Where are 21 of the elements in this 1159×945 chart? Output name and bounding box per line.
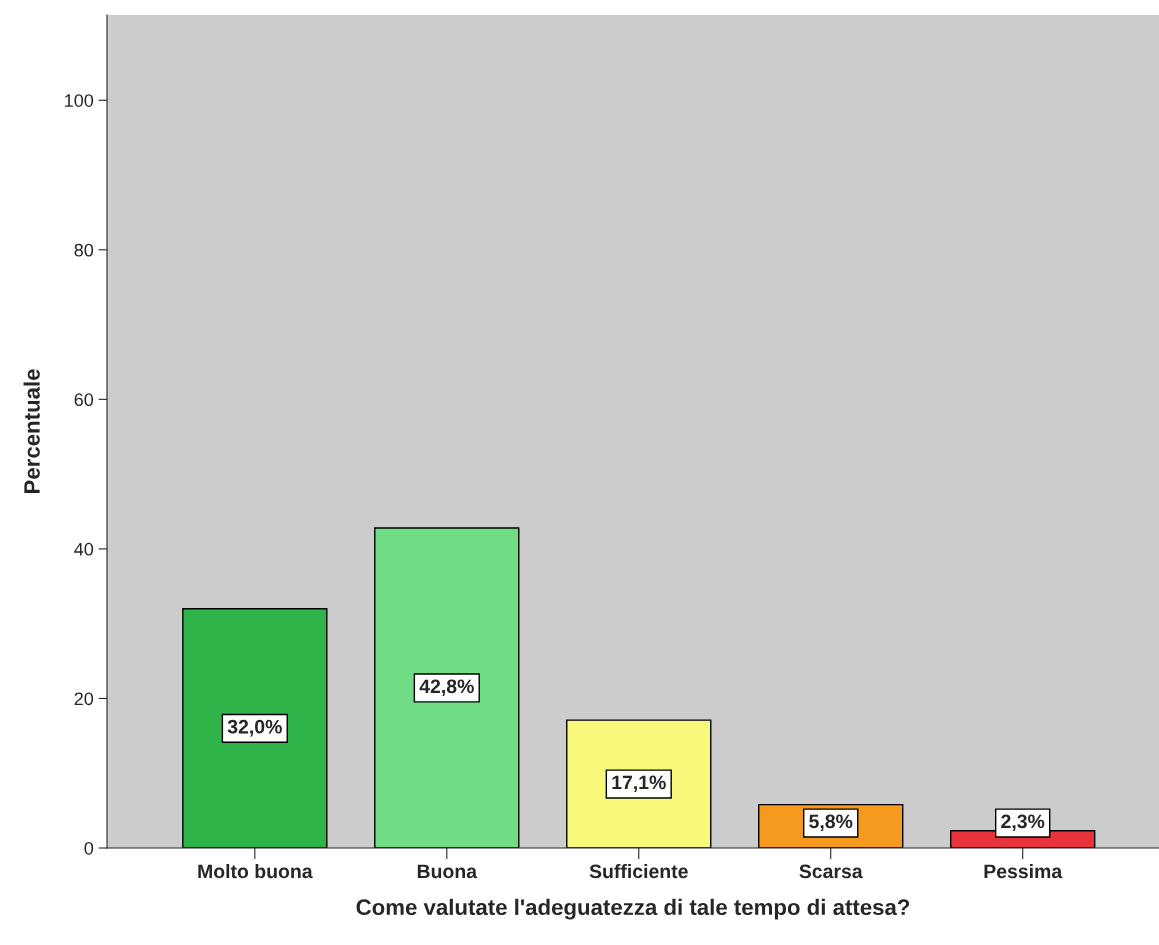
x-tick-label: Molto buona bbox=[198, 863, 313, 879]
y-tick-label: 0 bbox=[84, 841, 94, 855]
data-label: 42,8% bbox=[419, 679, 474, 697]
data-label: 17,1% bbox=[612, 775, 666, 793]
x-tick-label: Scarsa bbox=[799, 864, 863, 879]
data-label: 32,0% bbox=[227, 719, 282, 737]
data-label: 5,8% bbox=[809, 814, 853, 832]
y-tick-label: 100 bbox=[65, 94, 94, 107]
bar bbox=[182, 608, 328, 848]
bar bbox=[374, 527, 520, 848]
data-label: 2,3% bbox=[1001, 814, 1045, 832]
x-tick-label: Sufficiente bbox=[589, 863, 688, 879]
y-tick-label: 40 bbox=[74, 542, 94, 556]
y-tick-label: 80 bbox=[74, 243, 94, 257]
x-tick-label: Buona bbox=[417, 864, 478, 879]
bar bbox=[566, 719, 712, 848]
y-tick-label: 60 bbox=[74, 393, 94, 407]
y-tick-label: 20 bbox=[74, 692, 94, 706]
x-tick-label: Pessima bbox=[984, 863, 1063, 879]
y-axis-title: Percentuale bbox=[23, 369, 40, 493]
x-axis-title: Come valutate l'adeguatezza di tale tempo di attesa? bbox=[356, 898, 910, 920]
